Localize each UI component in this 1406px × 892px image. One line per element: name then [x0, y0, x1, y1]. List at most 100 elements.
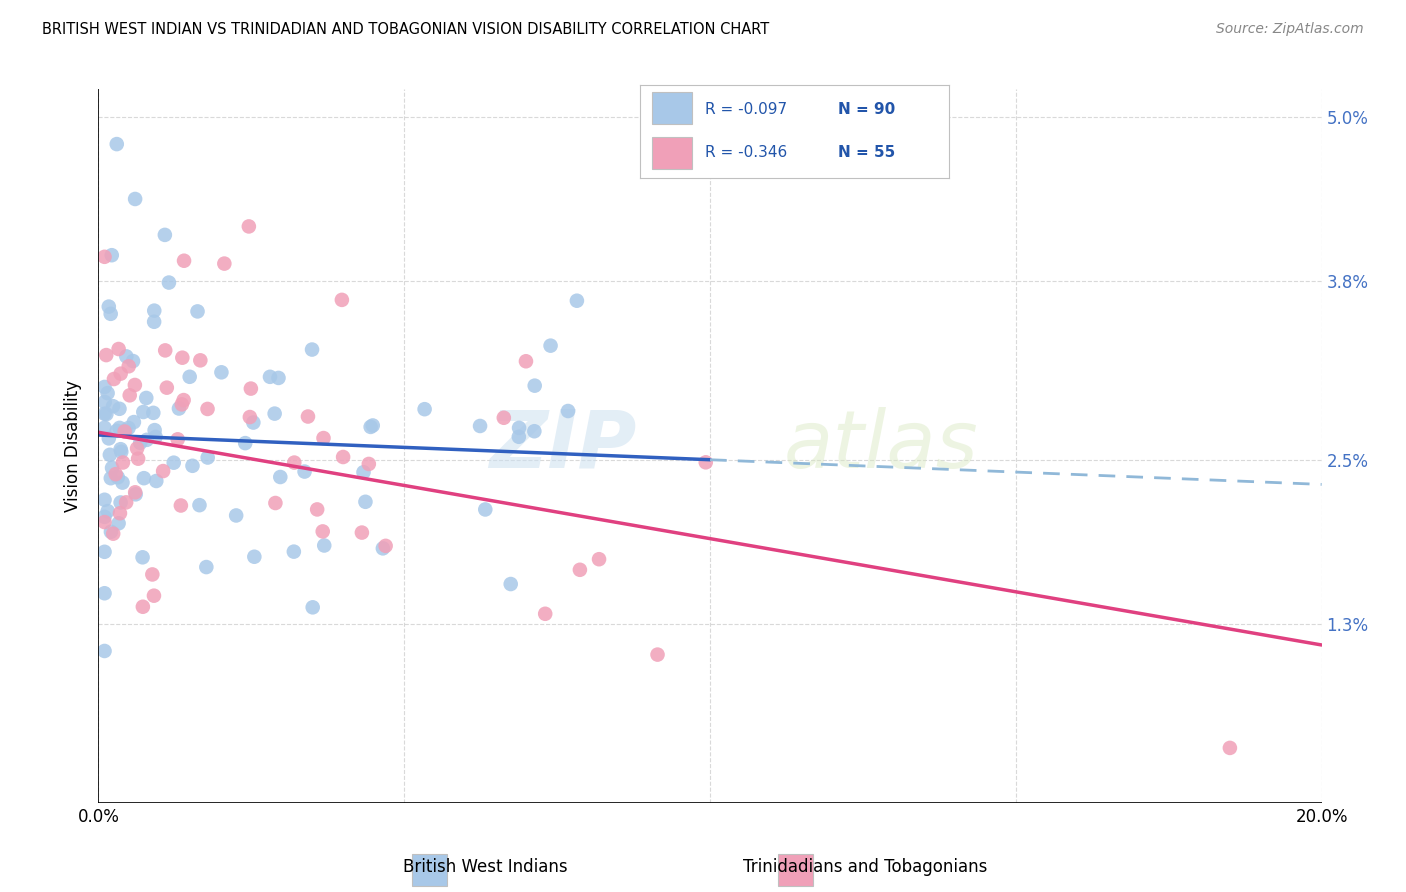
Point	[124, 485, 146, 500]
Point	[143, 315, 166, 329]
Point	[100, 307, 122, 321]
Point	[283, 456, 305, 470]
Point	[132, 405, 155, 419]
Point	[239, 382, 262, 396]
Point	[135, 433, 157, 447]
Point	[172, 351, 194, 365]
Point	[214, 257, 236, 271]
Point	[243, 549, 266, 564]
FancyBboxPatch shape	[412, 854, 447, 886]
Point	[353, 465, 375, 479]
Point	[263, 407, 285, 421]
Point	[122, 354, 145, 368]
Point	[103, 526, 125, 541]
Point	[142, 589, 165, 603]
Point	[156, 381, 179, 395]
Point	[135, 391, 157, 405]
Point	[515, 354, 537, 368]
Point	[354, 495, 377, 509]
Point	[122, 415, 145, 429]
Point	[312, 431, 335, 445]
Point	[357, 457, 380, 471]
Point	[100, 248, 122, 262]
Point	[314, 539, 336, 553]
Point	[312, 524, 335, 539]
Point	[283, 544, 305, 558]
Point	[115, 495, 138, 509]
Point	[166, 433, 188, 447]
Point	[111, 475, 134, 490]
Point	[361, 418, 384, 433]
Point	[153, 227, 176, 242]
Point	[264, 496, 287, 510]
Point	[225, 508, 247, 523]
Point	[239, 410, 262, 425]
Point	[131, 550, 153, 565]
Y-axis label: Vision Disability: Vision Disability	[65, 380, 83, 512]
Point	[93, 509, 115, 524]
Point	[233, 436, 256, 450]
Point	[186, 304, 208, 318]
Point	[124, 378, 146, 392]
Point	[197, 401, 219, 416]
Point	[301, 343, 323, 357]
Point	[101, 399, 124, 413]
Point	[97, 386, 120, 401]
Point	[107, 516, 129, 531]
Point	[105, 137, 128, 152]
Text: ZIP: ZIP	[489, 407, 637, 485]
Point	[179, 369, 201, 384]
Point	[110, 495, 132, 509]
Point	[508, 430, 530, 444]
Text: R = -0.097: R = -0.097	[704, 102, 787, 117]
Point	[96, 348, 118, 362]
Point	[93, 644, 115, 658]
Point	[110, 367, 132, 381]
Point	[269, 470, 291, 484]
Point	[124, 487, 146, 501]
Point	[127, 451, 149, 466]
Point	[508, 421, 530, 435]
Point	[294, 465, 316, 479]
Point	[110, 442, 132, 457]
Text: N = 55: N = 55	[838, 145, 896, 160]
Point	[108, 401, 131, 416]
Point	[101, 461, 124, 475]
Point	[468, 419, 491, 434]
Point	[93, 492, 115, 507]
Point	[374, 539, 396, 553]
Point	[104, 467, 127, 482]
Point	[118, 359, 141, 374]
Point	[695, 455, 717, 469]
Point	[152, 464, 174, 478]
Point	[93, 380, 115, 394]
Point	[145, 474, 167, 488]
Point	[97, 504, 120, 518]
Point	[259, 369, 281, 384]
Text: British West Indians: British West Indians	[402, 858, 568, 876]
Point	[118, 388, 141, 402]
Point	[105, 424, 128, 438]
Point	[588, 552, 610, 566]
Point	[110, 444, 132, 458]
Point	[492, 410, 515, 425]
FancyBboxPatch shape	[652, 137, 692, 169]
Point	[108, 506, 131, 520]
Text: R = -0.346: R = -0.346	[704, 145, 787, 160]
Point	[124, 192, 146, 206]
Point	[332, 450, 354, 464]
Point	[371, 541, 394, 556]
Point	[163, 456, 186, 470]
Point	[350, 525, 373, 540]
Point	[143, 303, 166, 318]
Point	[195, 560, 218, 574]
Point	[307, 502, 329, 516]
Point	[100, 471, 122, 485]
Point	[142, 406, 165, 420]
Point	[330, 293, 353, 307]
Point	[534, 607, 557, 621]
Point	[242, 416, 264, 430]
Point	[267, 371, 290, 385]
Point	[1219, 740, 1241, 755]
Point	[108, 421, 131, 435]
